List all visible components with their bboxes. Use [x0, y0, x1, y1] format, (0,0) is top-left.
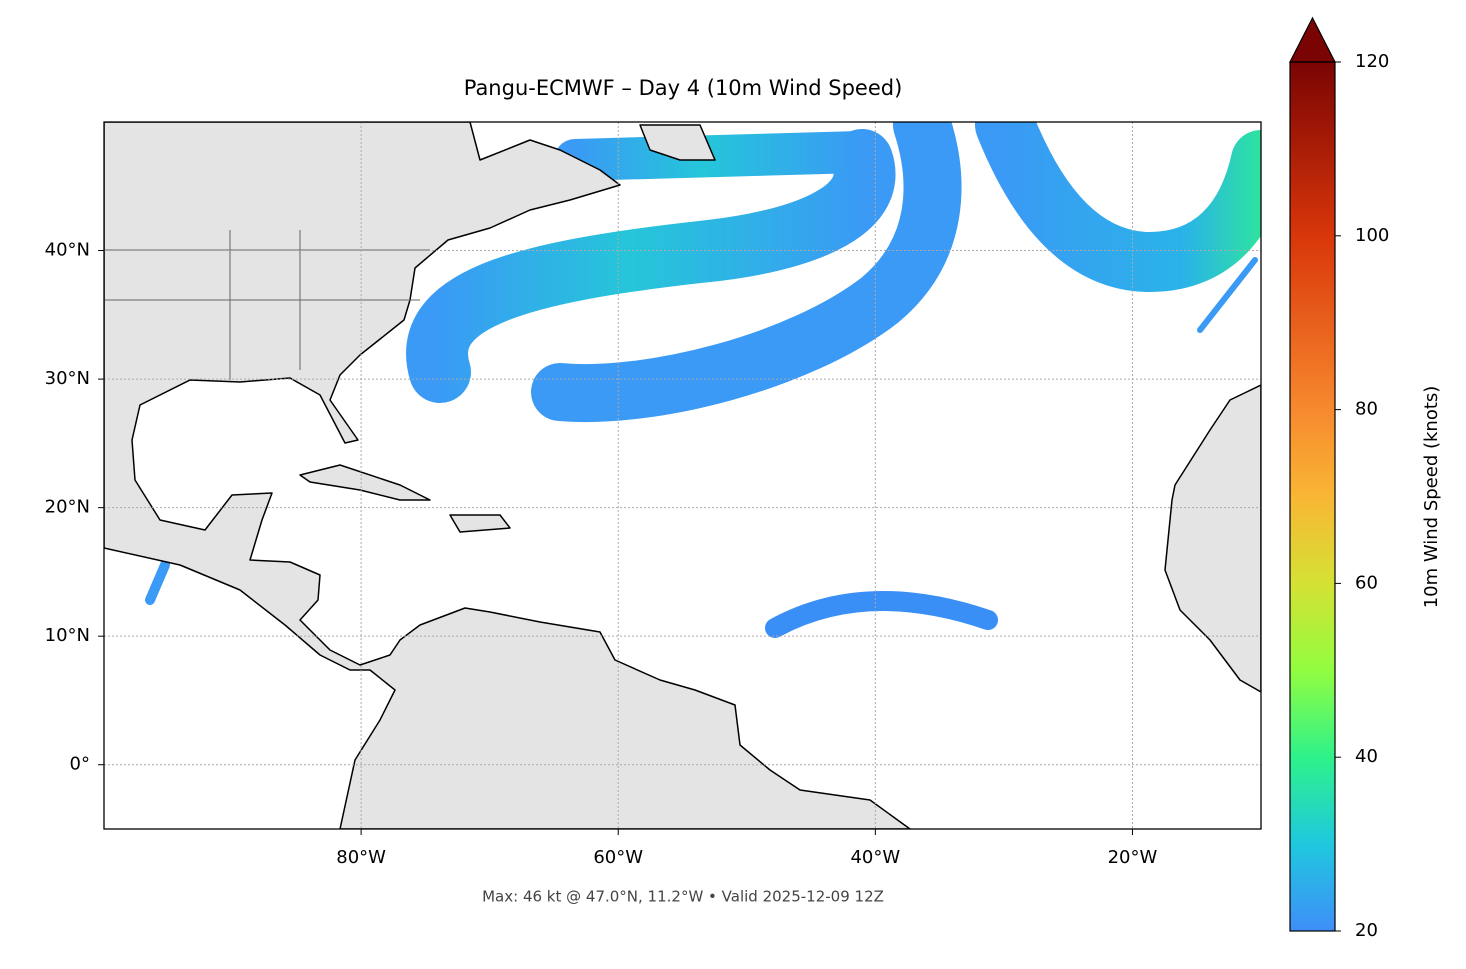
- colorbar-frame: [1289, 61, 1336, 932]
- y-tick-label: 40°N: [45, 240, 90, 261]
- hispaniola: [449, 514, 511, 533]
- wind-swath: [406, 129, 896, 403]
- wind-swaths: [145, 122, 1261, 638]
- y-tick-label: 0°: [70, 754, 90, 775]
- cuba: [299, 464, 431, 501]
- africa: [1164, 384, 1261, 693]
- colorbar-tick-label: 60: [1355, 572, 1378, 593]
- colorbar-tick-label: 20: [1355, 920, 1378, 941]
- map: [104, 122, 1261, 829]
- colorbar-tick-label: 80: [1355, 399, 1378, 420]
- x-tick-label: 60°W: [593, 847, 643, 868]
- newfoundland: [639, 124, 716, 161]
- wind-swath: [554, 131, 881, 181]
- x-tick-label: 40°W: [850, 847, 900, 868]
- y-tick-label: 20°N: [45, 497, 90, 518]
- y-tick-label: 30°N: [45, 368, 90, 389]
- colorbar-tick-label: 40: [1355, 746, 1378, 767]
- colorbar-label: 10m Wind Speed (knots): [1421, 386, 1442, 609]
- wind-swath: [765, 591, 998, 638]
- americas: [104, 122, 911, 829]
- colorbar-extend: [1289, 16, 1336, 63]
- chart-title: Pangu-ECMWF – Day 4 (10m Wind Speed): [464, 76, 903, 100]
- colorbar-tick-label: 120: [1355, 51, 1389, 72]
- grid: [104, 122, 1261, 829]
- plot-frame: [103, 121, 1262, 830]
- x-tick-label: 20°W: [1108, 847, 1158, 868]
- borders: [104, 230, 430, 380]
- footer: Max: 46 kt @ 47.0°N, 11.2°W • Valid 2025…: [482, 888, 884, 906]
- wind-swath: [975, 122, 1261, 292]
- wind-swath: [145, 560, 170, 605]
- colorbar: [1290, 62, 1335, 931]
- colorbar-tick-label: 100: [1355, 225, 1389, 246]
- land: [104, 122, 1261, 829]
- y-tick-label: 10°N: [45, 625, 90, 646]
- wind-swath: [1197, 257, 1258, 333]
- wind-swath: [531, 122, 962, 423]
- x-tick-label: 80°W: [336, 847, 386, 868]
